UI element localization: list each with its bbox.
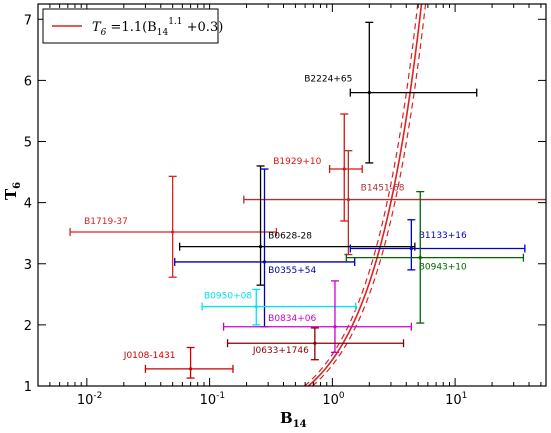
point-marker (262, 260, 267, 264)
x-tick-label: 101 (445, 391, 467, 408)
data-point-b0943-10: B0943+10 (345, 190, 525, 324)
model-band-lower (311, 4, 427, 386)
x-tick-label: 10-1 (200, 391, 226, 408)
point-label: B0834+06 (268, 314, 316, 324)
point-label: B1719-37 (84, 217, 128, 227)
point-label: B1451-68 (361, 183, 405, 193)
y-tick-label: 4 (24, 197, 32, 212)
point-label: B1929+10 (273, 157, 321, 167)
data-point-b1719-37: B1719-37 (69, 175, 278, 278)
point-label: J0108-1431 (123, 351, 176, 361)
point-label: B0628-28 (268, 232, 312, 242)
point-marker (367, 91, 371, 95)
data-point-b1451-68: B1451-68 (243, 150, 546, 256)
point-label: J0633+1746 (252, 346, 309, 356)
model-band-upper (304, 4, 419, 386)
data-point-b2224-65: B2224+65 (304, 21, 478, 164)
point-label: B0943+10 (419, 262, 467, 272)
legend-label: T6 =1.1(B141.1 +0.3) (92, 17, 223, 38)
plot-frame (37, 3, 547, 387)
point-marker (346, 197, 350, 202)
point-marker (254, 304, 258, 309)
x-tick-label: 100 (322, 391, 345, 408)
model-curve (307, 4, 423, 386)
y-axis-label: T6 (2, 182, 23, 200)
data-point-b0628-28: B0628-28 (178, 165, 416, 286)
data-point-j0633-1746: J0633+1746 (226, 327, 405, 361)
y-tick-label: 3 (24, 258, 32, 273)
point-marker (418, 256, 422, 260)
point-label: B1133+16 (419, 231, 467, 241)
point-marker (188, 367, 193, 371)
y-tick-label: 6 (24, 74, 32, 89)
data-point-j0108-1431: J0108-1431 (123, 346, 234, 379)
point-marker (258, 245, 263, 249)
point-label: B0355+54 (268, 266, 316, 276)
data-point-b1133-16: B1133+16 (349, 219, 526, 271)
x-axis-label: B14 (280, 409, 307, 430)
data-point-b0950-08: B0950+08 (201, 288, 357, 326)
legend: T6 =1.1(B141.1 +0.3) (42, 8, 223, 44)
point-marker (333, 325, 337, 329)
y-tick-label: 2 (24, 319, 32, 334)
series-layer: B2224+65 B1929+10 B1451-68 B1719-37 B0628-28… (69, 4, 546, 386)
point-marker (171, 230, 175, 234)
point-marker (342, 167, 346, 171)
point-label: B2224+65 (304, 75, 352, 85)
y-tick-label: 1 (24, 380, 32, 395)
data-point-b0355-54: B0355+54 (174, 168, 356, 328)
y-tick-label: 5 (24, 136, 32, 151)
point-marker (409, 246, 413, 251)
axes-layer: 10-2 10-1 100 101 1 2 3 4 5 6 7 (24, 4, 546, 408)
point-marker (313, 341, 317, 345)
data-point-b0834-06: B0834+06 (222, 280, 412, 354)
y-tick-label: 7 (24, 13, 32, 28)
point-label: B0950+08 (204, 292, 252, 302)
x-tick-label: 10-2 (77, 391, 103, 408)
data-point-b1929-10: B1929+10 (273, 113, 363, 222)
